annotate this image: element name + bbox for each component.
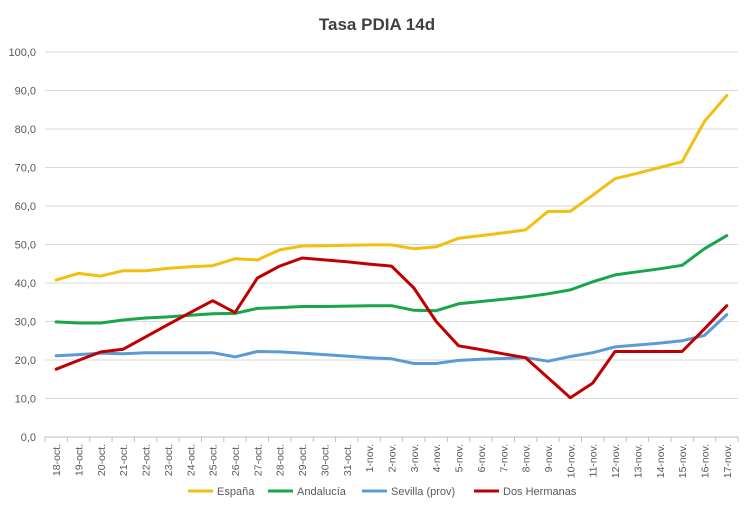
legend: España Andalucía Sevilla (prov) Dos Hermana…	[188, 486, 577, 498]
series-line-1	[54, 234, 729, 325]
x-tick-label: 8-nov.	[521, 444, 533, 472]
series-line-2	[54, 313, 729, 365]
x-tick-label: 21-oct.	[118, 444, 130, 476]
x-tick-label: 16-nov.	[699, 444, 711, 478]
x-tick-label: 31-oct.	[342, 444, 354, 476]
x-tick-label: 20-oct.	[96, 444, 108, 476]
series-lines	[54, 94, 729, 400]
y-tick-label: 50,0	[15, 240, 36, 252]
y-tick-label: 0,0	[21, 432, 36, 444]
x-tick-label: 19-oct.	[74, 444, 86, 476]
y-axis-ticks: 0,0 10,0 20,0 30,0 40,0 50,0 60,0 70,0 80,0 90,0 1…	[8, 47, 36, 444]
x-tick-label: 28-oct.	[275, 444, 287, 476]
x-tick-label: 27-oct.	[252, 444, 264, 476]
x-axis-ticks: 18-oct. 19-oct. 20-oct. 21-oct. 22-oct. 23-oc…	[44, 437, 739, 478]
x-tick-label: 1-nov.	[364, 444, 376, 472]
x-tick-label: 3-nov.	[409, 444, 421, 472]
legend-label: Sevilla (prov)	[391, 486, 455, 498]
x-tick-label: 23-oct.	[163, 444, 175, 476]
legend-label: Andalucía	[297, 486, 347, 498]
x-tick-label: 4-nov.	[431, 444, 443, 472]
y-tick-label: 90,0	[15, 86, 36, 98]
x-tick-label: 9-nov.	[543, 444, 555, 472]
x-tick-label: 11-nov.	[588, 444, 600, 477]
x-tick-label: 12-nov.	[610, 444, 622, 478]
x-tick-label: 7-nov.	[498, 444, 510, 472]
chart-title: Tasa PDIA 14d	[319, 15, 435, 34]
x-tick-label: 5-nov.	[454, 444, 466, 472]
x-tick-label: 26-oct.	[230, 444, 242, 476]
series-line-0	[54, 94, 729, 282]
legend-label: Dos Hermanas	[503, 486, 577, 498]
x-tick-label: 18-oct.	[51, 444, 63, 476]
x-tick-label: 30-oct.	[319, 444, 331, 476]
y-tick-label: 60,0	[15, 201, 36, 213]
y-tick-label: 100,0	[8, 47, 36, 59]
y-tick-label: 40,0	[15, 278, 36, 290]
x-tick-label: 24-oct.	[185, 444, 197, 476]
x-tick-label: 17-nov.	[722, 444, 734, 478]
x-tick-label: 10-nov.	[565, 444, 577, 478]
y-tick-label: 20,0	[15, 355, 36, 367]
y-tick-label: 70,0	[15, 163, 36, 175]
x-tick-label: 14-nov.	[655, 444, 667, 478]
x-tick-label: 2-nov.	[387, 444, 399, 472]
x-tick-label: 22-oct.	[141, 444, 153, 476]
series-line-3	[54, 256, 729, 400]
y-tick-label: 30,0	[15, 317, 36, 329]
x-tick-label: 25-oct.	[208, 444, 220, 476]
x-tick-label: 6-nov.	[476, 444, 488, 472]
x-tick-label: 29-oct.	[297, 444, 309, 476]
x-tick-label: 15-nov.	[677, 444, 689, 478]
y-tick-label: 80,0	[15, 124, 36, 136]
legend-label: España	[217, 486, 255, 498]
y-tick-label: 10,0	[15, 394, 36, 406]
x-tick-label: 13-nov.	[632, 444, 644, 478]
